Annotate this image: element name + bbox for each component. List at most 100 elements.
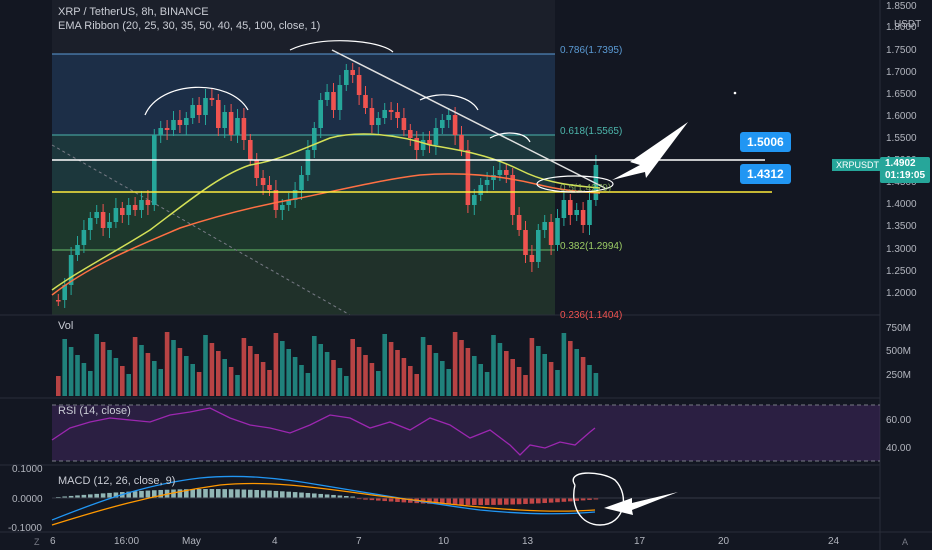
candle-body <box>420 140 426 150</box>
macd-title[interactable]: MACD (12, 26, close, 9) <box>58 475 176 487</box>
macd-bar <box>529 498 535 504</box>
macd-bar <box>382 498 387 502</box>
candle-body <box>113 208 119 222</box>
volume-bar <box>593 373 599 396</box>
candle-body <box>75 245 80 255</box>
macd-bar <box>376 498 381 501</box>
candle-body <box>510 175 515 215</box>
volume-bar <box>523 375 528 396</box>
macd-bar <box>222 489 227 498</box>
candle-body <box>497 170 503 175</box>
volume-bar <box>472 356 477 396</box>
candle-body <box>273 190 279 210</box>
price-tick: 1.5500 <box>886 133 917 144</box>
candle-body <box>81 230 87 245</box>
time-tick: 10 <box>438 536 450 547</box>
ema-ribbon-fast <box>51 133 601 291</box>
macd-bar <box>299 492 304 498</box>
volume-bar <box>491 335 496 396</box>
candle-body <box>516 215 522 230</box>
macd-bar <box>273 490 279 498</box>
zoom-button[interactable]: Z <box>34 537 40 547</box>
candle-body <box>196 105 202 115</box>
volume-bar <box>497 343 503 396</box>
volume-bar <box>369 363 375 396</box>
last-price-tag[interactable]: 1.4902 01:19:05 <box>880 157 931 183</box>
candle-body <box>139 200 144 210</box>
macd-bar <box>88 494 93 498</box>
macd-bar <box>344 496 349 498</box>
price-tick: 1.3500 <box>886 221 917 232</box>
macd-bar <box>241 489 247 498</box>
candle-body <box>228 112 234 135</box>
fib-label: 0.786(1.7395) <box>560 45 623 56</box>
volume-bar <box>100 342 106 396</box>
candle-body <box>580 210 586 225</box>
vol-title[interactable]: Vol <box>58 320 74 332</box>
volume-bar <box>241 338 247 396</box>
rsi-title[interactable]: RSI (14, close) <box>58 405 131 417</box>
time-tick: 4 <box>272 536 278 547</box>
volume-bar <box>459 340 464 396</box>
volume-bar <box>376 371 381 396</box>
volume-bar <box>510 359 515 396</box>
volume-bar <box>542 354 547 396</box>
macd-bar <box>184 489 189 498</box>
volume-bar <box>305 373 311 396</box>
volume-bar <box>574 349 579 396</box>
volume-bar <box>56 376 61 396</box>
candle-body <box>440 120 445 128</box>
volume-bar <box>132 337 138 396</box>
trendline[interactable] <box>331 49 606 189</box>
candle-body <box>536 230 541 262</box>
candle-body <box>120 208 125 215</box>
last-price-value: 1.4902 <box>885 158 916 169</box>
drawing-arc <box>489 132 531 143</box>
price-tick: 1.8000 <box>886 22 917 33</box>
macd-bar <box>516 498 522 505</box>
candle-body <box>337 85 343 110</box>
volume-bar <box>190 364 195 396</box>
fib-zone-786 <box>52 54 555 135</box>
callout-upper[interactable]: 1.5006 <box>740 132 791 152</box>
candle-body <box>465 150 471 205</box>
macd-bar <box>305 492 311 498</box>
macd-bar <box>158 489 163 498</box>
price-tick: 1.7000 <box>886 67 917 78</box>
volume-bar <box>299 365 304 396</box>
macd-bar <box>235 489 240 498</box>
currency-label[interactable]: USDT <box>894 19 922 30</box>
macd-bar <box>363 498 368 500</box>
volume-bar <box>356 347 362 396</box>
volume-bar <box>171 340 176 396</box>
volume-bar <box>484 372 490 396</box>
volume-bar <box>273 333 279 396</box>
drawing-arc <box>419 94 479 111</box>
macd-bar <box>132 491 138 498</box>
candle-body <box>548 222 554 245</box>
volume-bar <box>568 341 573 396</box>
auto-scale-button[interactable]: A <box>902 537 909 547</box>
drawing-arc <box>144 86 249 116</box>
volume-bar <box>427 345 432 396</box>
callout-lower[interactable]: 1.4312 <box>740 164 791 184</box>
candle-body <box>171 120 176 130</box>
drawing-ellipse <box>536 175 614 193</box>
volume-series <box>56 332 599 396</box>
symbol-price-tag[interactable]: XRPUSDT <box>832 159 884 171</box>
candle-body <box>299 175 304 190</box>
candle-body <box>280 205 285 210</box>
symbol-title[interactable]: XRP / TetherUS, 8h, BINANCE <box>58 6 209 18</box>
candle-body <box>427 140 432 145</box>
macd-bar <box>408 498 413 503</box>
indicator-title[interactable]: EMA Ribbon (20, 25, 30, 35, 50, 40, 45, … <box>58 20 321 32</box>
macd-bar <box>171 489 176 498</box>
macd-bar <box>568 498 573 502</box>
candle-body <box>555 218 560 245</box>
volume-bar <box>209 343 215 396</box>
macd-bar <box>580 498 586 501</box>
candle-body <box>56 300 61 302</box>
volume-bar <box>177 348 183 396</box>
